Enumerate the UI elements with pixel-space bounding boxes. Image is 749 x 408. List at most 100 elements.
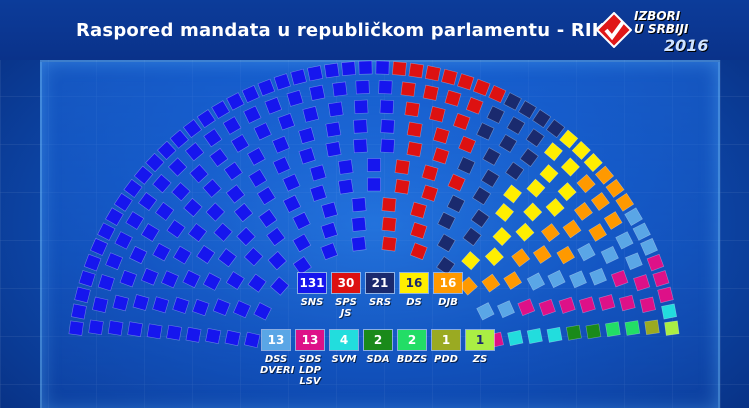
legend-label-pdd: PDD (434, 354, 458, 365)
legend-value-pdd: 1 (432, 330, 460, 350)
seat-sns (379, 99, 394, 114)
seat-sns (282, 194, 302, 213)
legend-item-dss: 13 DSS DVERI (260, 330, 294, 376)
seat-sns (325, 141, 342, 158)
seat-sns (167, 157, 188, 177)
legend-label-bdzs: BDZS (396, 354, 428, 365)
seat-srs (519, 147, 539, 168)
seat-bdzs (605, 321, 621, 337)
seat-sns (212, 298, 231, 317)
seat-ds (560, 157, 581, 177)
seat-sns (230, 134, 250, 153)
seat-srs (498, 134, 518, 153)
seat-sns (152, 174, 172, 194)
seat-sns (74, 286, 91, 304)
legend-item-pdd: 1 PDD (430, 330, 462, 365)
legend-value-sns: 131 (298, 273, 326, 293)
seat-sps (381, 236, 397, 252)
legend-item-djb: 16 DJB (432, 273, 464, 308)
seat-sps (410, 222, 428, 240)
seat-sps (381, 216, 397, 232)
seat-sns (107, 320, 124, 336)
seat-sds (657, 286, 674, 304)
seat-sns (187, 223, 208, 243)
seat-sns (213, 222, 233, 242)
seat-sns (286, 89, 304, 107)
seat-sns (97, 222, 116, 241)
seat-dss (526, 272, 546, 291)
chart-title: Raspored mandata u republičkom parlament… (76, 20, 606, 41)
seat-sns (282, 173, 301, 192)
legend-label-ds: DS (406, 297, 422, 308)
seat-sns (225, 184, 246, 204)
seat-sns (88, 319, 104, 336)
seat-sns (351, 197, 367, 213)
seat-svm (546, 326, 563, 343)
seat-sns (264, 96, 283, 115)
seat-sns (140, 223, 160, 242)
seat-djb (615, 192, 635, 212)
seat-sns (182, 269, 201, 289)
seat-sns (277, 113, 295, 131)
seat-sps (444, 89, 462, 107)
seat-dss (632, 222, 651, 241)
seat-sns (203, 128, 223, 148)
seat-sns (354, 99, 369, 114)
seat-sns (224, 329, 241, 347)
seat-srs (437, 233, 456, 253)
seat-ds (461, 250, 481, 271)
seat-djb (573, 201, 593, 221)
seat-sps (441, 68, 458, 86)
seat-sns (196, 109, 216, 129)
seat-sns (97, 274, 115, 292)
seat-svm (661, 303, 678, 320)
seat-sns (270, 276, 290, 296)
seat-srs (532, 109, 552, 129)
seat-sns (353, 119, 368, 134)
seat-ds (559, 129, 579, 149)
seat-sps (488, 85, 507, 103)
seat-zs (664, 320, 680, 336)
seat-sns (123, 178, 143, 198)
seat-sns (233, 202, 254, 223)
seat-ds (545, 197, 565, 218)
seat-sns (338, 178, 354, 195)
seat-sns (169, 129, 189, 149)
legend-item-srs: 21 SRS (364, 273, 396, 308)
seat-sns (258, 208, 278, 228)
seat-sds (646, 253, 665, 272)
logo-text-line2: U SRBIJI (634, 22, 689, 36)
seat-sns (127, 321, 143, 337)
seat-pdd (644, 319, 660, 336)
seat-sns (225, 271, 245, 290)
seat-sns (133, 165, 154, 185)
seat-sns (68, 320, 84, 336)
seat-sps (406, 141, 423, 158)
seat-sns (113, 192, 133, 212)
seat-dss (589, 267, 607, 286)
seat-sns (119, 269, 138, 288)
seat-ds (526, 178, 546, 198)
seat-sps (465, 96, 484, 115)
seat-djb (562, 219, 582, 239)
legend-value-zs: 1 (466, 330, 494, 350)
seat-sns (202, 272, 222, 291)
seat-sns (192, 298, 210, 317)
seat-djb (590, 191, 610, 212)
seat-sps (421, 184, 439, 202)
seat-sns (267, 250, 287, 271)
seat-sps (408, 62, 424, 79)
seat-djb (458, 276, 478, 296)
legend-value-djb: 16 (434, 273, 462, 293)
seat-srs (486, 105, 505, 124)
seat-sps (406, 121, 423, 138)
seat-djb (603, 211, 623, 230)
seat-sns (155, 201, 175, 221)
seat-sns (257, 78, 276, 97)
seat-sns (138, 191, 158, 212)
seat-sns (253, 302, 272, 321)
seat-sns (367, 158, 381, 172)
seat-dss (577, 242, 596, 262)
seat-sps (410, 242, 428, 261)
seat-sns (209, 147, 229, 168)
